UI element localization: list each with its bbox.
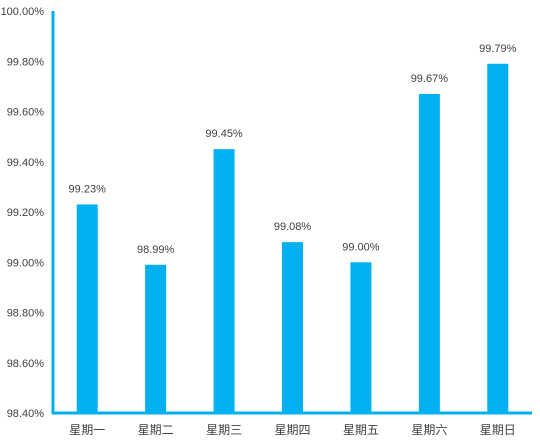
data-label: 99.23% <box>69 183 107 195</box>
x-tick-label: 星期四 <box>274 423 310 437</box>
x-tick-label: 星期六 <box>411 423 447 437</box>
y-axis-ticks: 98.40% 98.60% 98.80% 99.00% 99.20% 99.40% 99.6… <box>1 6 45 420</box>
y-tick-label: 98.80% <box>7 308 45 320</box>
data-labels: 99.23% 98.99% 99.45% 99.08% 99.00% 99.67% 99.7… <box>69 43 517 256</box>
y-tick-label: 99.20% <box>7 207 45 219</box>
data-label: 99.79% <box>479 43 517 55</box>
y-tick-label: 98.40% <box>7 408 45 420</box>
y-tick-label: 99.60% <box>7 107 45 119</box>
bar <box>213 149 235 413</box>
x-tick-label: 星期一 <box>69 423 105 437</box>
y-tick-label: 99.00% <box>7 257 45 269</box>
bar <box>76 204 98 413</box>
bar <box>145 264 167 413</box>
y-tick-label: 98.60% <box>7 358 45 370</box>
x-tick-label: 星期二 <box>138 423 174 437</box>
bars <box>76 63 509 413</box>
data-label: 99.45% <box>205 128 243 140</box>
bar <box>487 63 509 413</box>
y-tick-label: 99.40% <box>7 157 45 169</box>
bar <box>350 262 372 413</box>
x-tick-label: 星期五 <box>343 423 379 437</box>
y-tick-label: 100.00% <box>1 6 45 18</box>
y-tick-label: 99.80% <box>7 56 45 68</box>
bar <box>418 93 440 413</box>
data-label: 99.08% <box>274 221 312 233</box>
data-label: 99.67% <box>411 73 449 85</box>
x-tick-label: 星期三 <box>206 423 242 437</box>
bar <box>282 242 303 413</box>
data-label: 99.00% <box>342 241 380 253</box>
x-axis-labels: 星期一 星期二 星期三 星期四 星期五 星期六 星期日 <box>69 423 516 437</box>
x-tick-label: 星期日 <box>480 423 516 437</box>
data-label: 98.99% <box>137 244 175 256</box>
